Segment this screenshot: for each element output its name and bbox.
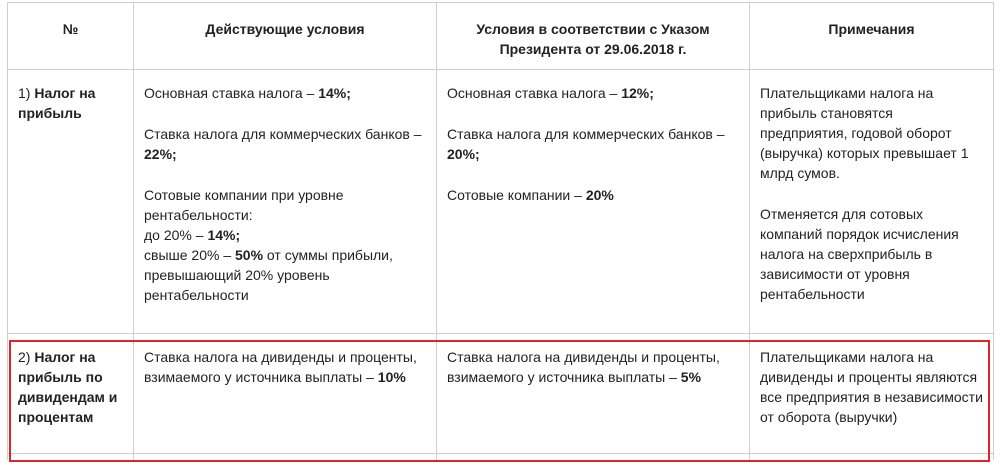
- cell-text: до 20% –: [144, 227, 208, 243]
- cell-text: Сотовые компании при уровне рентабельнос…: [144, 187, 344, 223]
- cell-text: Сотовые компании –: [447, 187, 586, 203]
- current-conditions-cell: Основная ставка налога – 14%; Ставка нал…: [133, 69, 437, 334]
- cell-text: от суммы прибыли, превышающий 20% уровен…: [144, 247, 393, 303]
- table-row-highlighted: 2) Налог на прибыль по дивидендам и проц…: [7, 333, 994, 454]
- notes-cell: Плательщиками налога на дивиденды и проц…: [749, 333, 994, 454]
- header-current-conditions: Действующие условия: [133, 2, 437, 70]
- cell-text: Ставка налога на дивиденды и проценты, в…: [447, 349, 720, 385]
- cell-value: 10%: [377, 369, 406, 385]
- row-number-prefix: 2): [18, 349, 35, 365]
- header-number: №: [7, 2, 134, 70]
- notes-cell: Плательщиками налога на прибыль становят…: [749, 69, 994, 334]
- row-number-cell: 1) Налог на прибыль: [7, 69, 134, 334]
- cutoff-cell: [749, 453, 994, 460]
- cutoff-cell: [133, 453, 437, 460]
- cell-text: Ставка налога на дивиденды и проценты, в…: [144, 349, 417, 385]
- cell-value: 5%: [680, 369, 702, 385]
- header-notes: Примечания: [749, 2, 994, 70]
- cell-text: Ставка налога для коммерческих банков –: [144, 126, 422, 142]
- current-conditions-cell: Ставка налога на дивиденды и проценты, в…: [133, 333, 437, 454]
- table-row-cutoff: [7, 453, 994, 460]
- table-row: 1) Налог на прибыль Основная ставка нало…: [7, 69, 994, 334]
- cell-value: 20%;: [447, 146, 480, 162]
- header-new-conditions: Условия в соответствии с Указом Президен…: [436, 2, 750, 70]
- cell-text: Ставка налога для коммерческих банков –: [447, 126, 725, 142]
- cell-text: Отменяется для сотовых компаний порядок …: [760, 206, 959, 302]
- cell-text: Основная ставка налога –: [144, 85, 319, 101]
- cell-text: Плательщиками налога на прибыль становят…: [760, 85, 969, 181]
- row-tax-name: Налог на прибыль по дивидендам и процент…: [18, 349, 118, 425]
- cell-value: 12%;: [621, 85, 654, 101]
- new-conditions-cell: Ставка налога на дивиденды и проценты, в…: [436, 333, 750, 454]
- cell-value: 20%: [585, 187, 614, 203]
- cell-value: 14%;: [318, 85, 351, 101]
- cutoff-cell: [436, 453, 750, 460]
- cell-text: свыше 20% –: [144, 247, 235, 263]
- cutoff-cell: [7, 453, 134, 460]
- cell-text: Плательщиками налога на дивиденды и проц…: [760, 349, 983, 425]
- row-tax-name: Налог на прибыль: [18, 85, 96, 121]
- tax-comparison-table: № Действующие условия Условия в соответс…: [7, 2, 994, 460]
- cell-text: Основная ставка налога –: [447, 85, 622, 101]
- header-new-line1: Условия в соответствии с Указом: [476, 21, 710, 37]
- row-number-cell: 2) Налог на прибыль по дивидендам и проц…: [7, 333, 134, 454]
- header-new-line2: Президента от 29.06.2018 г.: [499, 41, 687, 57]
- table-header-row: № Действующие условия Условия в соответс…: [7, 2, 994, 70]
- cell-value: 50%: [235, 247, 264, 263]
- cell-value: 22%;: [144, 146, 177, 162]
- new-conditions-cell: Основная ставка налога – 12%; Ставка нал…: [436, 69, 750, 334]
- cell-value: 14%;: [207, 227, 241, 243]
- row-number-prefix: 1): [18, 85, 35, 101]
